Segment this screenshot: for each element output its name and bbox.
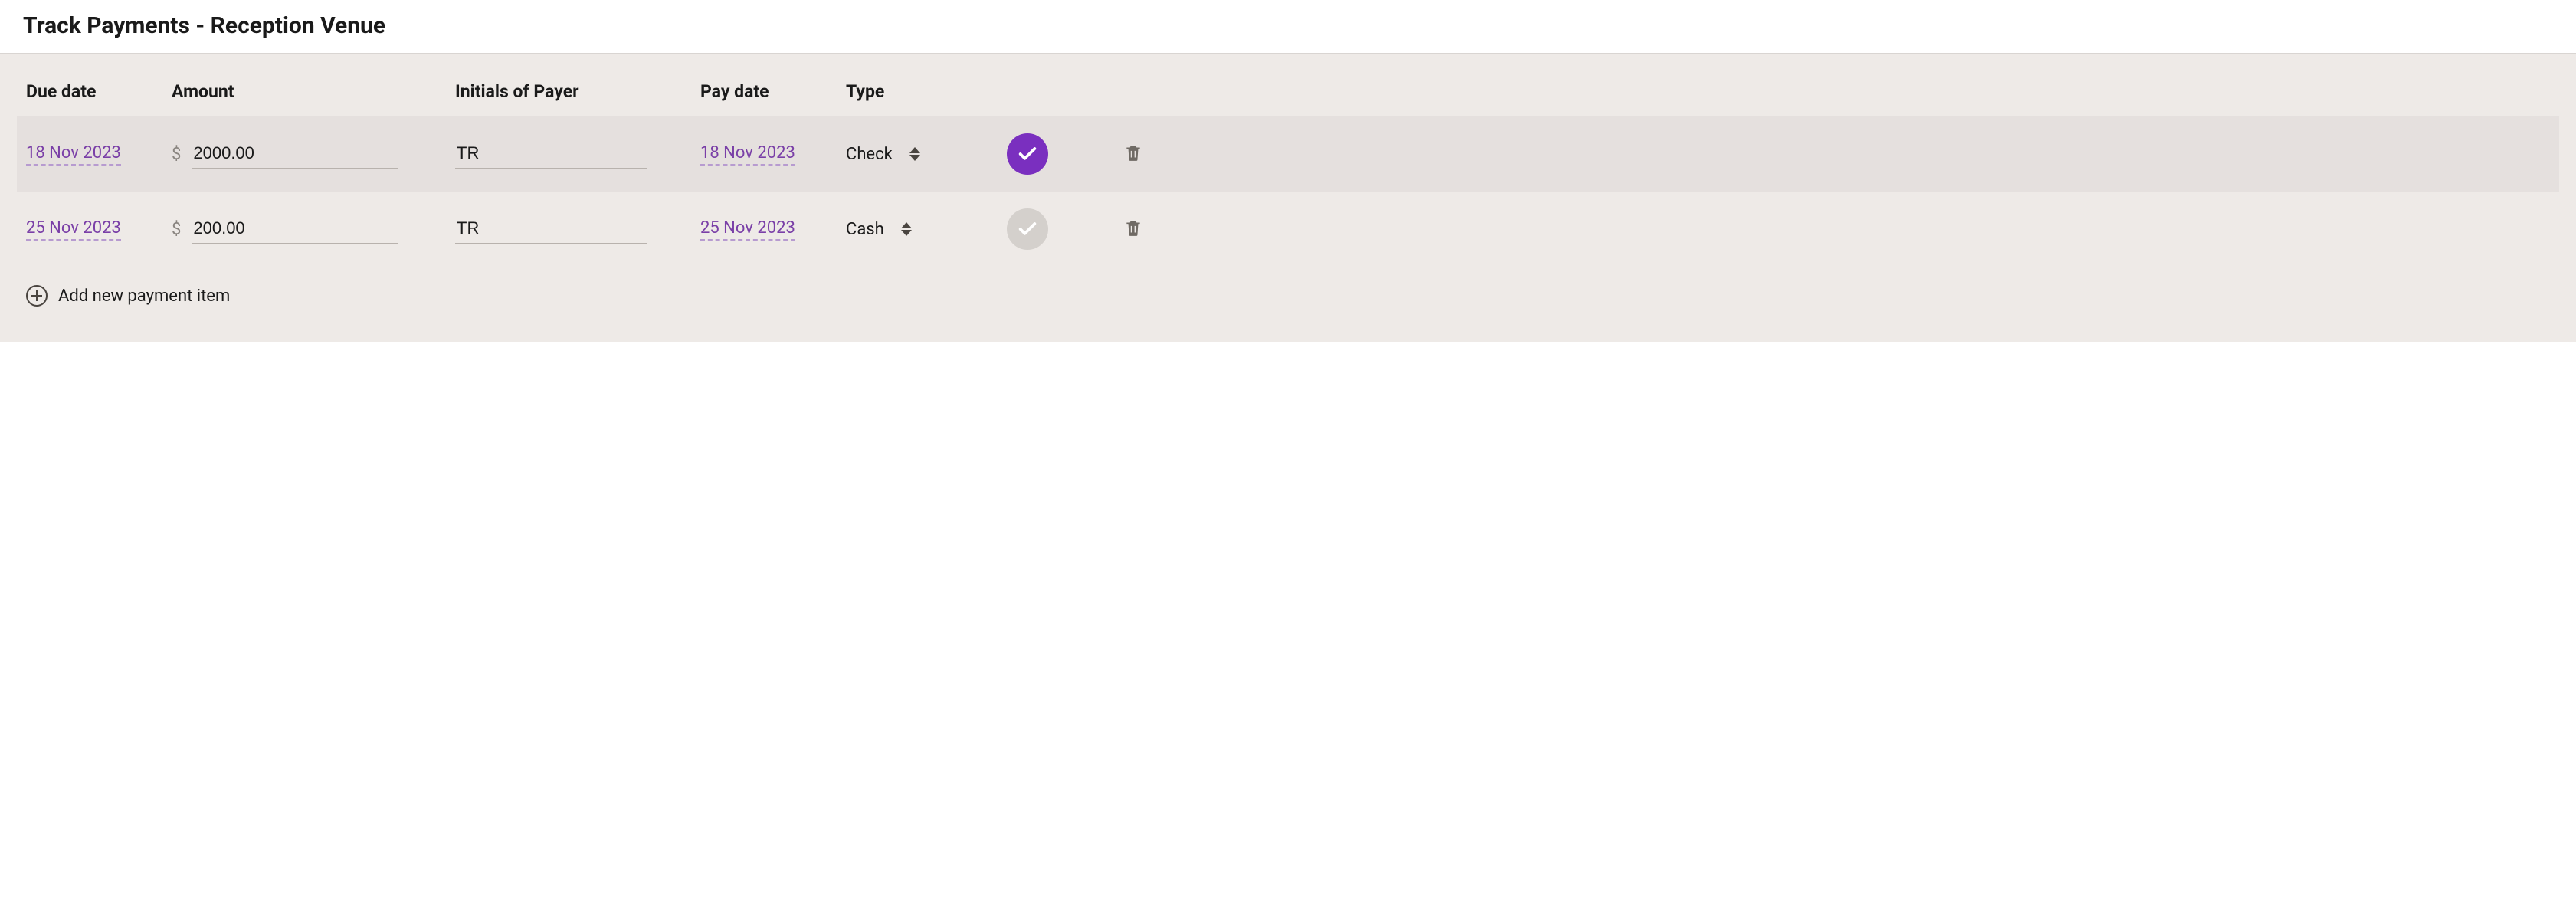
table-header-row: Due date Amount Initials of Payer Pay da… (17, 81, 2559, 116)
table-row: 25 Nov 2023 $ 25 Nov 2023 Cash (17, 192, 2559, 267)
amount-input[interactable] (192, 215, 398, 244)
chevron-down-icon (901, 230, 912, 236)
add-payment-label: Add new payment item (58, 287, 230, 306)
amount-cell: $ (172, 140, 455, 169)
chevron-up-icon (901, 222, 912, 228)
col-pay-date: Pay date (700, 81, 846, 102)
check-icon (1017, 143, 1038, 165)
check-icon (1017, 218, 1038, 240)
chevron-down-icon (909, 155, 920, 161)
plus-circle-icon (26, 285, 48, 307)
chevron-up-icon (909, 147, 920, 153)
header-bar: Track Payments - Reception Venue (0, 0, 2576, 54)
delete-button[interactable] (1123, 216, 1143, 242)
payments-table: Due date Amount Initials of Payer Pay da… (17, 81, 2559, 311)
type-select-label: Check (846, 145, 893, 164)
confirm-button[interactable] (1007, 133, 1048, 175)
type-select-toggle[interactable] (901, 222, 912, 236)
page-title: Track Payments - Reception Venue (23, 12, 2553, 39)
page: Track Payments - Reception Venue Due dat… (0, 0, 2576, 342)
col-amount: Amount (172, 81, 455, 102)
currency-symbol: $ (172, 145, 181, 169)
trash-icon (1123, 216, 1143, 239)
initials-input[interactable] (455, 140, 647, 169)
col-initials: Initials of Payer (455, 81, 700, 102)
delete-button[interactable] (1123, 141, 1143, 167)
trash-icon (1123, 141, 1143, 164)
pay-date-picker[interactable]: 18 Nov 2023 (700, 143, 795, 166)
due-date-picker[interactable]: 18 Nov 2023 (26, 143, 121, 166)
type-select-label: Cash (846, 220, 884, 239)
confirm-button[interactable] (1007, 208, 1048, 250)
col-type: Type (846, 81, 1007, 102)
col-due-date: Due date (26, 81, 172, 102)
table-row: 18 Nov 2023 $ 18 Nov 2023 Check (17, 116, 2559, 192)
currency-symbol: $ (172, 220, 181, 244)
initials-input[interactable] (455, 215, 647, 244)
payments-panel: Due date Amount Initials of Payer Pay da… (0, 54, 2576, 342)
amount-cell: $ (172, 215, 455, 244)
type-select-toggle[interactable] (909, 147, 920, 161)
amount-input[interactable] (192, 140, 398, 169)
add-payment-button[interactable]: Add new payment item (17, 267, 2559, 311)
pay-date-picker[interactable]: 25 Nov 2023 (700, 218, 795, 241)
due-date-picker[interactable]: 25 Nov 2023 (26, 218, 121, 241)
